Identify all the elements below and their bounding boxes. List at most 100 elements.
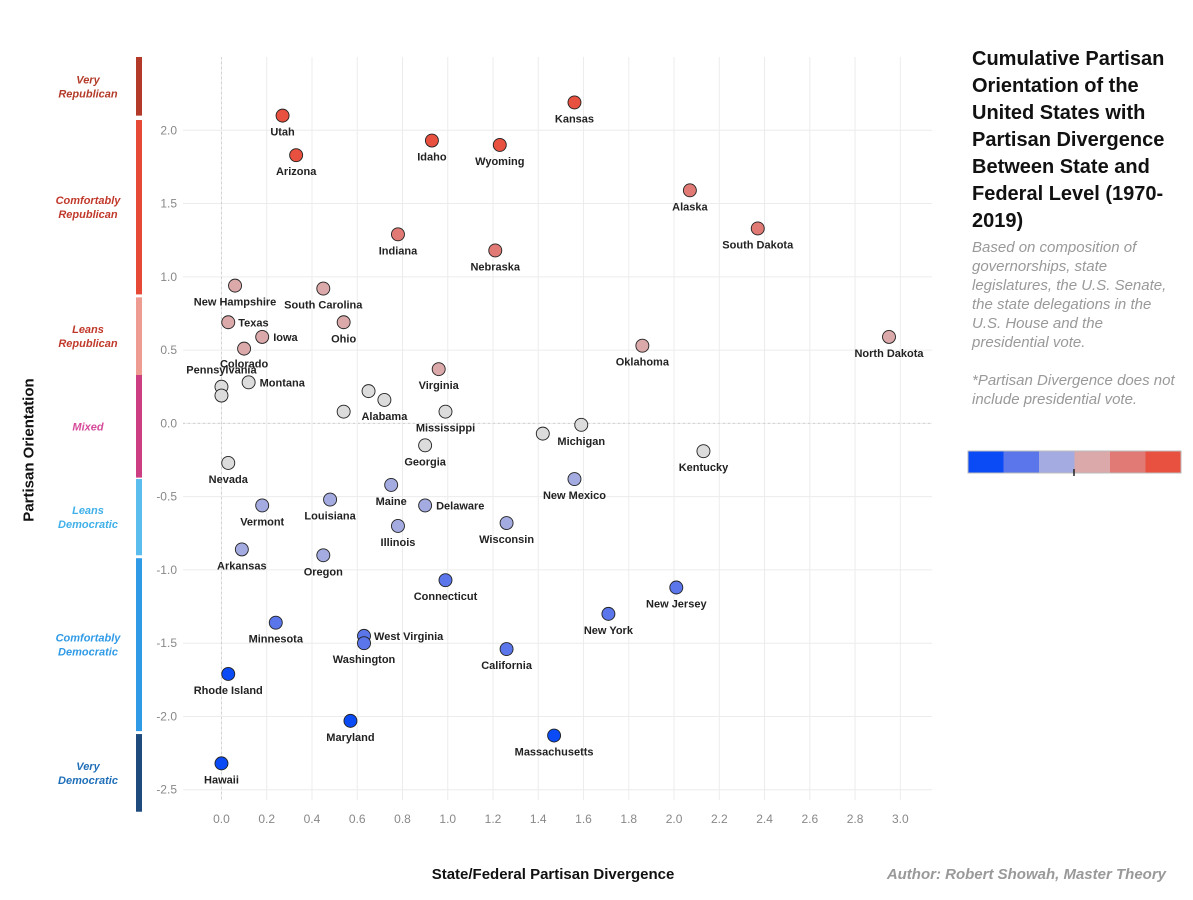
point-label: Arizona — [276, 166, 317, 178]
y-tick-label: -1.5 — [156, 636, 177, 650]
data-point — [499, 642, 514, 657]
point-label: Georgia — [404, 456, 446, 468]
data-point — [438, 573, 453, 588]
category-label: Leans — [72, 324, 104, 336]
point-label: Colorado — [220, 359, 269, 371]
x-tick-label: 2.2 — [711, 812, 728, 826]
category-label: Very — [76, 761, 100, 773]
point-label: Oregon — [304, 566, 343, 578]
data-point — [336, 404, 351, 419]
point-label: Pennsylvania — [186, 365, 257, 377]
point-label: New Hampshire — [194, 297, 277, 309]
data-points: Kansas Utah Idaho Wyoming Arizona Alaska South… — [186, 95, 924, 786]
point-label: Alaska — [672, 201, 708, 213]
legend-swatch — [1003, 451, 1039, 473]
category-label: Democratic — [58, 519, 118, 531]
point-label: California — [481, 660, 533, 672]
data-point — [574, 417, 589, 432]
x-tick-label: 2.4 — [756, 812, 773, 826]
data-point — [438, 404, 453, 419]
x-tick-label: 1.2 — [485, 812, 502, 826]
x-tick-label: 3.0 — [892, 812, 909, 826]
point-label: Montana — [260, 377, 306, 389]
point-label: Connecticut — [414, 591, 478, 603]
data-point — [214, 756, 229, 771]
point-label: Nevada — [209, 474, 249, 486]
x-tick-label: 2.8 — [847, 812, 864, 826]
x-tick-label: 2.6 — [801, 812, 818, 826]
point-label: Wisconsin — [479, 534, 534, 546]
legend-swatch — [1074, 451, 1110, 473]
y-tick-label: -2.0 — [156, 709, 177, 723]
x-tick-label: 0.2 — [258, 812, 275, 826]
data-point — [682, 183, 697, 198]
point-label: New Jersey — [646, 599, 707, 611]
y-tick-label: 1.5 — [160, 197, 177, 211]
point-label: Louisiana — [304, 511, 356, 523]
category-band — [136, 375, 142, 478]
data-point — [241, 375, 256, 390]
point-label: Ohio — [331, 333, 356, 345]
data-point — [255, 498, 270, 513]
point-label: Texas — [238, 317, 268, 329]
data-point — [567, 472, 582, 487]
data-point — [357, 636, 371, 651]
point-label: West Virginia — [374, 631, 444, 643]
data-point — [316, 548, 331, 563]
data-point — [696, 444, 711, 459]
data-point — [221, 667, 236, 681]
y-tick-label: 0.5 — [160, 343, 177, 357]
data-point — [391, 227, 405, 242]
point-label: Maryland — [326, 732, 374, 744]
category-band — [136, 479, 142, 556]
point-label: Virginia — [419, 380, 460, 392]
category-label: Mixed — [72, 421, 103, 433]
data-point — [431, 362, 446, 377]
data-point — [488, 243, 503, 258]
point-label: Illinois — [381, 537, 416, 549]
title-block: Cumulative Partisan Orientation of the U… — [972, 46, 1182, 409]
point-label: Washington — [333, 654, 396, 666]
data-point — [343, 713, 358, 728]
category-label: Leans — [72, 505, 104, 517]
category-label: Republican — [58, 338, 118, 350]
data-point — [221, 315, 236, 330]
point-label: Alabama — [361, 411, 408, 423]
point-label: Indiana — [379, 245, 418, 257]
y-tick-label: -0.5 — [156, 490, 177, 504]
x-tick-label: 0.6 — [349, 812, 366, 826]
category-label: Comfortably — [56, 633, 122, 645]
data-point — [234, 542, 249, 557]
data-point — [275, 108, 290, 123]
legend-swatch — [1145, 451, 1181, 473]
y-tick-label: 0.0 — [160, 416, 177, 430]
category-band — [136, 120, 142, 295]
data-point — [669, 580, 684, 595]
y-tick-label: -2.5 — [156, 783, 177, 797]
category-band — [136, 734, 142, 812]
y-tick-label: -1.0 — [156, 563, 177, 577]
chart-note: *Partisan Divergence does not include pr… — [972, 372, 1175, 408]
data-point — [221, 455, 236, 470]
category-label: Democratic — [58, 647, 118, 659]
x-tick-label: 0.8 — [394, 812, 411, 826]
data-point — [336, 315, 351, 330]
point-label: New York — [584, 625, 634, 637]
data-point — [255, 329, 270, 344]
category-band — [136, 558, 142, 732]
point-label: South Dakota — [722, 239, 794, 251]
category-band — [136, 297, 142, 376]
point-label: Iowa — [273, 332, 298, 344]
point-label: Oklahoma — [616, 357, 670, 369]
x-tick-label: 1.6 — [575, 812, 592, 826]
grid-lines — [183, 57, 932, 800]
color-legend — [967, 450, 1182, 476]
y-tick-label: 2.0 — [160, 123, 177, 137]
data-point — [214, 388, 229, 403]
legend-swatch — [968, 451, 1004, 473]
author-credit: Author: Robert Showah, Master Theory — [886, 866, 1166, 883]
point-label: New Mexico — [543, 490, 606, 502]
data-point — [567, 95, 582, 110]
point-label: Delaware — [436, 500, 484, 512]
